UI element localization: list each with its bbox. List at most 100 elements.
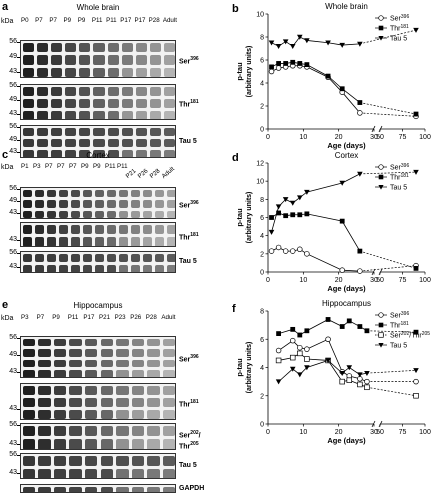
blot-band (154, 189, 164, 198)
blot-band (106, 189, 116, 198)
blot-band (65, 86, 77, 96)
y-tick-label: 2 (260, 104, 264, 111)
blot-band (121, 138, 133, 147)
blot-band (65, 98, 77, 108)
blot-band (118, 200, 128, 208)
data-point (269, 64, 274, 70)
legend-label-site: 205 (422, 331, 431, 337)
lane-label: P11 (105, 163, 116, 170)
blot-band (22, 86, 34, 96)
blot-band (38, 338, 51, 346)
data-point (289, 248, 296, 254)
blot-band (166, 237, 175, 246)
blot-band (84, 349, 98, 357)
blot-band (94, 253, 104, 262)
data-point (269, 215, 274, 220)
blot-band (22, 67, 34, 77)
x-tick-label: 0 (266, 429, 270, 436)
blot-band (82, 253, 92, 262)
blot-band (94, 264, 104, 272)
antibody-label: Ser396 (179, 199, 199, 210)
antibody-site: 202 (190, 429, 199, 436)
x-tick-label: 30 (370, 134, 378, 141)
blot-band (22, 149, 34, 157)
blot-band (22, 200, 32, 208)
blot-band (46, 200, 56, 208)
blot-band (142, 224, 152, 234)
blot-band (79, 98, 91, 108)
mw-marker: 49 (9, 351, 17, 358)
blot-band (38, 439, 51, 449)
blot-band (154, 253, 164, 262)
legend-label: Thr181 (390, 173, 409, 182)
blot-band (130, 264, 140, 272)
lane-label: P7 (57, 163, 65, 170)
blot-band (69, 486, 82, 492)
blot-band (53, 468, 67, 478)
series-line-dashed (359, 265, 417, 272)
lane-label: Adult (161, 314, 176, 321)
antibody-label: GAPDH (179, 485, 204, 493)
antibody-name: Thr (179, 400, 191, 408)
blot-band (130, 210, 140, 218)
blot-band (46, 224, 56, 234)
blot-band (82, 200, 92, 208)
y-tick-label: 4 (260, 365, 264, 372)
data-point (289, 337, 296, 344)
blot-band (118, 253, 128, 262)
axis-break-mark (371, 420, 376, 428)
mw-tick (17, 189, 20, 190)
mw-marker: 56 (9, 451, 17, 458)
x-tick-label: 75 (399, 277, 407, 284)
blot-band (38, 349, 51, 357)
legend-label-residue: Ser (390, 313, 402, 320)
blot-band (94, 237, 104, 246)
series-line-dashed (366, 386, 417, 397)
lane-label: P7 (35, 17, 43, 24)
data-point (339, 267, 345, 273)
blot-band (162, 349, 175, 357)
data-point (275, 65, 282, 71)
blot-band (70, 264, 80, 272)
x-tick-label: 20 (335, 277, 343, 284)
series-line (271, 173, 361, 233)
blot-band (58, 253, 68, 262)
blot-band (135, 98, 148, 108)
blot-band (100, 468, 114, 478)
blot-band (84, 455, 98, 466)
blot-band (22, 486, 36, 492)
legend-marker (378, 332, 384, 338)
blot-band (131, 410, 145, 419)
blot-band (94, 189, 104, 198)
blot-band (164, 110, 175, 119)
blot-band (46, 189, 56, 198)
y-axis-label-line: p-tau (235, 62, 244, 81)
mw-tick (17, 213, 20, 214)
antibody-name: Thr (179, 101, 191, 109)
blot-band (79, 55, 91, 65)
data-point (413, 111, 419, 117)
blot-band (70, 189, 80, 198)
data-point (325, 336, 331, 343)
blot-band (65, 55, 77, 65)
data-point (297, 332, 303, 338)
x-tick-label: 10 (299, 429, 307, 436)
blot-band (58, 210, 68, 218)
blot-band (135, 42, 148, 53)
blot-band (53, 439, 67, 449)
blot-band (34, 253, 44, 262)
data-point (357, 171, 363, 177)
blot-band (69, 370, 82, 377)
mw-tick (17, 408, 20, 410)
x-tick-label: 50 (376, 429, 384, 436)
blot-band (164, 67, 175, 77)
blot-band (131, 349, 145, 357)
legend-label-residue: Thr (390, 323, 401, 330)
blot-band (79, 127, 91, 136)
y-tick-label: 12 (256, 161, 264, 168)
legend-label-residue: Ser (390, 333, 402, 340)
blot-band (164, 149, 175, 157)
data-point (413, 329, 419, 335)
blot-tau-5 (20, 125, 176, 158)
